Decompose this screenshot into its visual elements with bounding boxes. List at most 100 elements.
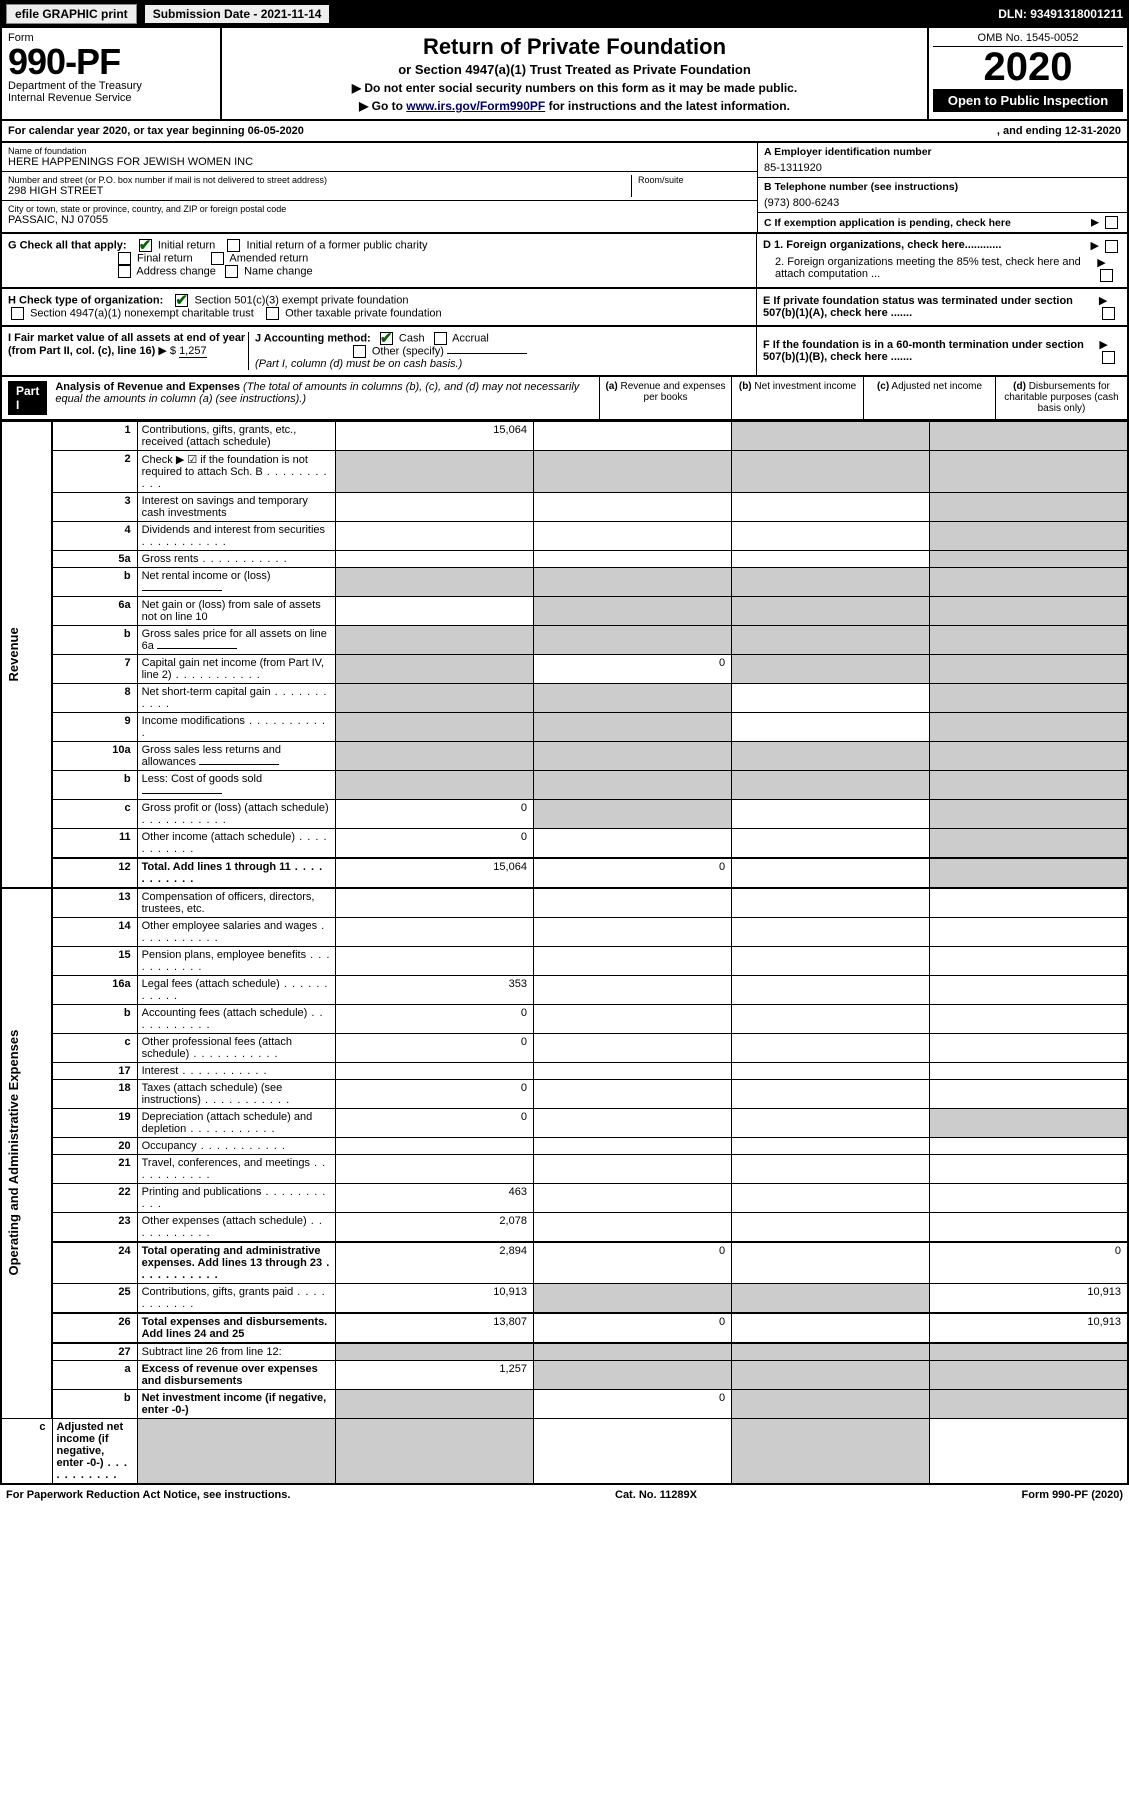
col-c-val xyxy=(732,421,930,450)
g-initial-checkbox[interactable] xyxy=(139,239,152,252)
form-note2: ▶ Go to www.irs.gov/Form990PF for instru… xyxy=(232,99,917,113)
col-c-val xyxy=(732,1360,930,1389)
c-checkbox[interactable] xyxy=(1105,216,1118,229)
j-cash-checkbox[interactable] xyxy=(380,332,393,345)
col-d-val xyxy=(930,683,1128,712)
h-4947-checkbox[interactable] xyxy=(11,307,24,320)
table-row: 19 Depreciation (attach schedule) and de… xyxy=(1,1108,1128,1137)
table-row: 14 Other employee salaries and wages xyxy=(1,917,1128,946)
e-lbl: E If private foundation status was termi… xyxy=(763,295,1073,319)
col-c-val xyxy=(732,1212,930,1242)
h-501c3: Section 501(c)(3) exempt private foundat… xyxy=(194,294,408,306)
i-value: 1,257 xyxy=(179,345,207,358)
form-note1: ▶ Do not enter social security numbers o… xyxy=(232,81,917,95)
g-amended-checkbox[interactable] xyxy=(211,252,224,265)
col-b-hdr: (b) Net investment income xyxy=(731,377,863,419)
line-desc: Other expenses (attach schedule) xyxy=(137,1212,335,1242)
table-row: 20 Occupancy xyxy=(1,1137,1128,1154)
line-number: 9 xyxy=(52,712,137,741)
col-c-val xyxy=(732,550,930,567)
col-b-val xyxy=(533,1004,731,1033)
e-checkbox[interactable] xyxy=(1102,307,1115,320)
line-number: 21 xyxy=(52,1154,137,1183)
col-b-val xyxy=(533,917,731,946)
addr-row: Number and street (or P.O. box number if… xyxy=(2,172,757,201)
d1-lbl: D 1. Foreign organizations, check here..… xyxy=(763,239,1001,251)
col-c-val xyxy=(732,1183,930,1212)
col-d-val xyxy=(930,567,1128,596)
col-a-val: 0 xyxy=(335,799,533,828)
name-row: Name of foundation HERE HAPPENINGS FOR J… xyxy=(2,143,757,172)
table-row: 27 Subtract line 26 from line 12: xyxy=(1,1343,1128,1361)
col-b-val xyxy=(533,450,731,492)
d-right: D 1. Foreign organizations, check here..… xyxy=(757,234,1127,287)
col-c-val xyxy=(732,654,930,683)
d1-checkbox[interactable] xyxy=(1105,240,1118,253)
line-desc: Printing and publications xyxy=(137,1183,335,1212)
col-c-val xyxy=(732,1242,930,1284)
col-c-val xyxy=(732,1004,930,1033)
note2-pre: ▶ Go to xyxy=(359,99,406,113)
room-lbl: Room/suite xyxy=(638,175,751,185)
line-desc: Other employee salaries and wages xyxy=(137,917,335,946)
h-other-checkbox[interactable] xyxy=(266,307,279,320)
col-d-val xyxy=(930,1154,1128,1183)
col-c-val xyxy=(732,712,930,741)
h-501c3-checkbox[interactable] xyxy=(175,294,188,307)
col-b-val xyxy=(533,492,731,521)
c-row: C If exemption application is pending, c… xyxy=(758,213,1127,232)
g-name-checkbox[interactable] xyxy=(225,265,238,278)
col-b-val xyxy=(533,1212,731,1242)
tel-lbl: B Telephone number (see instructions) xyxy=(764,181,958,193)
d2-checkbox[interactable] xyxy=(1100,269,1113,282)
col-c-val xyxy=(732,450,930,492)
col-d-val xyxy=(930,799,1128,828)
col-d-val xyxy=(930,625,1128,654)
col-a-val xyxy=(335,1062,533,1079)
line-number: b xyxy=(52,625,137,654)
f-right: F If the foundation is in a 60-month ter… xyxy=(757,327,1127,375)
col-d-val xyxy=(930,1004,1128,1033)
line-desc: Taxes (attach schedule) (see instruction… xyxy=(137,1079,335,1108)
footer-left: For Paperwork Reduction Act Notice, see … xyxy=(6,1489,290,1501)
line-number: 4 xyxy=(52,521,137,550)
table-row: 2 Check ▶ ☑ if the foundation is not req… xyxy=(1,450,1128,492)
table-row: 4 Dividends and interest from securities xyxy=(1,521,1128,550)
col-a-val xyxy=(335,1137,533,1154)
g-final-checkbox[interactable] xyxy=(118,252,131,265)
col-d-val xyxy=(930,712,1128,741)
g-initial-former-checkbox[interactable] xyxy=(227,239,240,252)
col-d-val: 0 xyxy=(930,1242,1128,1284)
col-c-val xyxy=(732,828,930,858)
col-b-val xyxy=(533,1360,731,1389)
col-c-val xyxy=(732,1137,930,1154)
j-other-checkbox[interactable] xyxy=(353,345,366,358)
table-row: b Accounting fees (attach schedule) 0 xyxy=(1,1004,1128,1033)
table-row: 24 Total operating and administrative ex… xyxy=(1,1242,1128,1284)
form990pf-link[interactable]: www.irs.gov/Form990PF xyxy=(406,99,545,113)
col-d-val xyxy=(930,1137,1128,1154)
line-number: 17 xyxy=(52,1062,137,1079)
col-a-val: 1,257 xyxy=(335,1360,533,1389)
line-number: 1 xyxy=(52,421,137,450)
g-address-checkbox[interactable] xyxy=(118,265,131,278)
top-bar-left: efile GRAPHIC print Submission Date - 20… xyxy=(6,4,329,24)
col-b-val: 0 xyxy=(533,1313,731,1343)
tel-row: B Telephone number (see instructions) (9… xyxy=(758,178,1127,213)
f-checkbox[interactable] xyxy=(1102,351,1115,364)
form-header-left: Form 990-PF Department of the Treasury I… xyxy=(2,28,222,119)
col-b-val xyxy=(533,946,731,975)
line-desc: Gross sales price for all assets on line… xyxy=(137,625,335,654)
col-b-val xyxy=(533,567,731,596)
col-b-val xyxy=(533,975,731,1004)
foundation-name: HERE HAPPENINGS FOR JEWISH WOMEN INC xyxy=(8,156,751,168)
j-note: (Part I, column (d) must be on cash basi… xyxy=(255,358,462,370)
efile-print-button[interactable]: efile GRAPHIC print xyxy=(6,4,137,24)
col-d-val xyxy=(930,421,1128,450)
line-desc: Interest xyxy=(137,1062,335,1079)
table-row: 12 Total. Add lines 1 through 11 15,064 … xyxy=(1,858,1128,888)
j-accrual-checkbox[interactable] xyxy=(434,332,447,345)
col-c-val xyxy=(533,1418,731,1484)
line-desc: Occupancy xyxy=(137,1137,335,1154)
line-desc: Total operating and administrative expen… xyxy=(137,1242,335,1284)
